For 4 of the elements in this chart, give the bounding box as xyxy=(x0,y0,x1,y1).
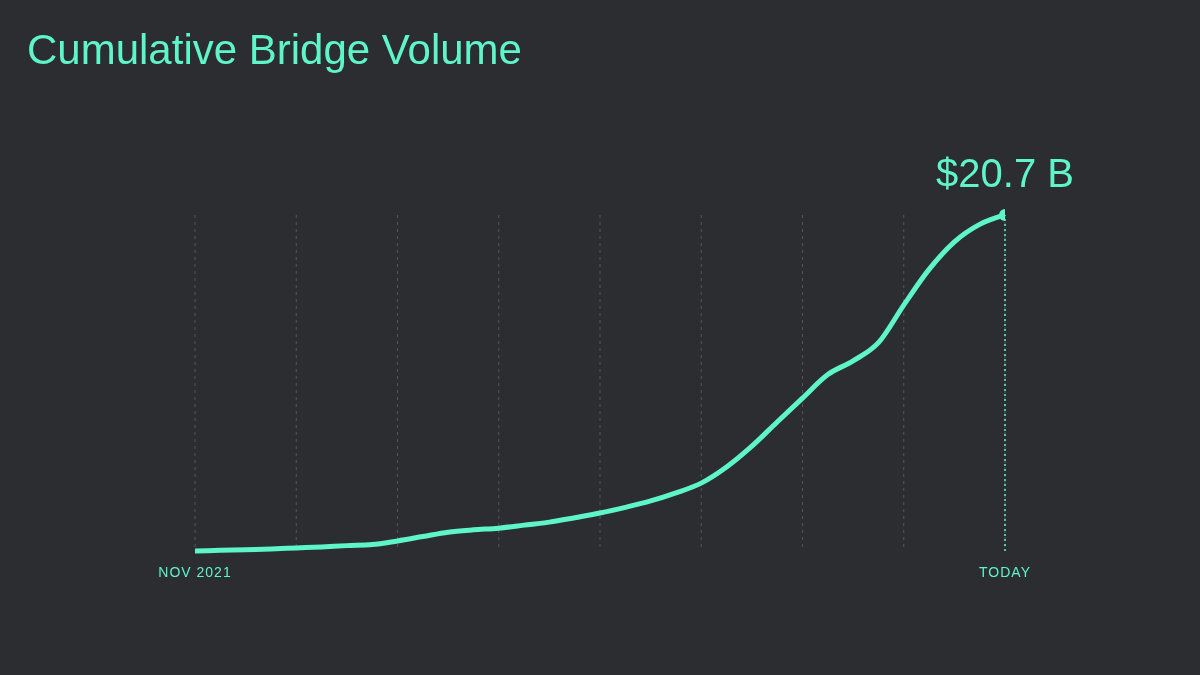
annotation: $20.7 B xyxy=(936,151,1074,195)
x-tick-label: TODAY xyxy=(979,563,1031,580)
chart-title: Cumulative Bridge Volume xyxy=(27,26,522,74)
x-tick-label: NOV 2021 xyxy=(158,563,232,580)
